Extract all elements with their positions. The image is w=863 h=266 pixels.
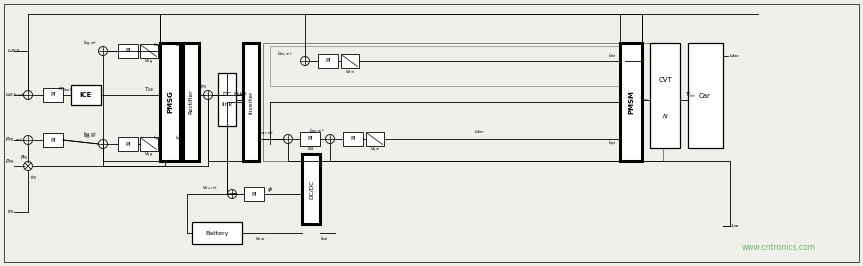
Text: PI: PI bbox=[307, 136, 312, 142]
Text: $v_{dg}$: $v_{dg}$ bbox=[144, 57, 154, 66]
Text: PI: PI bbox=[50, 138, 56, 143]
Text: $i_{qm}$: $i_{qm}$ bbox=[608, 139, 616, 149]
Text: Rectifier: Rectifier bbox=[188, 90, 193, 114]
Text: $u_{car}$: $u_{car}$ bbox=[729, 222, 740, 230]
Text: DC/DC: DC/DC bbox=[308, 179, 313, 199]
Bar bbox=[270, 46, 625, 86]
Text: $T_{lm}$: $T_{lm}$ bbox=[639, 95, 649, 105]
Bar bbox=[118, 44, 138, 58]
Text: $u_{car,ref}$: $u_{car,ref}$ bbox=[256, 129, 274, 137]
Bar bbox=[140, 137, 158, 151]
Text: $\dot{m}_{fuel}$: $\dot{m}_{fuel}$ bbox=[58, 84, 72, 94]
Text: Car: Car bbox=[699, 93, 711, 98]
Bar bbox=[160, 43, 180, 161]
Text: $i_{dg}$: $i_{dg}$ bbox=[154, 41, 161, 51]
Text: $i_{qg}$: $i_{qg}$ bbox=[154, 134, 161, 144]
Text: $i_{dm,ref}$: $i_{dm,ref}$ bbox=[277, 50, 293, 58]
Text: PI: PI bbox=[50, 93, 56, 98]
Bar bbox=[318, 54, 338, 68]
Text: $i_{dm}$: $i_{dm}$ bbox=[608, 52, 616, 60]
Text: $i_{PS}$: $i_{PS}$ bbox=[7, 207, 16, 217]
Text: $i_{bat}$: $i_{bat}$ bbox=[320, 235, 330, 243]
Bar bbox=[43, 88, 63, 102]
Text: $\omega_{ICE,ref}$: $\omega_{ICE,ref}$ bbox=[5, 92, 26, 99]
Text: $i_{qg,ref}$: $i_{qg,ref}$ bbox=[83, 130, 98, 140]
Text: $T_{ICE}$: $T_{ICE}$ bbox=[144, 86, 155, 94]
Bar bbox=[263, 43, 663, 161]
Bar bbox=[244, 187, 264, 201]
Text: N: N bbox=[663, 114, 667, 119]
Text: $P_{PS}$: $P_{PS}$ bbox=[20, 153, 29, 163]
Text: $v_{dc}$: $v_{dc}$ bbox=[239, 90, 249, 98]
Bar bbox=[650, 43, 680, 148]
Text: $i_{dg,ref}$: $i_{dg,ref}$ bbox=[84, 39, 98, 49]
Bar bbox=[366, 132, 384, 146]
Text: $P_{PS}$: $P_{PS}$ bbox=[5, 157, 15, 167]
Text: Battery: Battery bbox=[205, 231, 229, 235]
Text: $v_{bat}$: $v_{bat}$ bbox=[255, 235, 265, 243]
Text: PI: PI bbox=[251, 192, 257, 197]
Text: PI: PI bbox=[125, 142, 131, 147]
Bar bbox=[300, 132, 320, 146]
Text: Inverter: Inverter bbox=[249, 90, 254, 114]
Text: $\phi$: $\phi$ bbox=[267, 185, 273, 193]
Text: PI: PI bbox=[350, 136, 356, 142]
Text: $i_{dg}$: $i_{dg}$ bbox=[175, 41, 183, 51]
Text: link: link bbox=[222, 102, 233, 107]
Text: $i_{PS}$: $i_{PS}$ bbox=[30, 173, 37, 182]
Text: $v_{dc}$: $v_{dc}$ bbox=[236, 92, 245, 99]
Text: www.cntronics.com: www.cntronics.com bbox=[742, 243, 816, 252]
Bar bbox=[118, 137, 138, 151]
Bar bbox=[688, 43, 723, 148]
Text: $v_{qm}$: $v_{qm}$ bbox=[370, 146, 380, 155]
Bar bbox=[43, 133, 63, 147]
Text: $v_{dc,ref}$: $v_{dc,ref}$ bbox=[202, 184, 218, 192]
Bar bbox=[140, 44, 158, 58]
Bar bbox=[218, 73, 236, 126]
Bar bbox=[71, 85, 101, 105]
Bar bbox=[192, 222, 242, 244]
Text: $T'_{lm}$: $T'_{lm}$ bbox=[685, 90, 696, 99]
Text: PI: PI bbox=[125, 48, 131, 53]
Bar bbox=[343, 132, 363, 146]
Text: $i_{qg,ref}$: $i_{qg,ref}$ bbox=[84, 132, 98, 142]
Text: $\omega_{ICE}$: $\omega_{ICE}$ bbox=[7, 47, 21, 55]
Text: $i_{qm,ref}$: $i_{qm,ref}$ bbox=[309, 127, 325, 137]
Text: $i_{PL}$: $i_{PL}$ bbox=[234, 90, 241, 98]
Text: $\omega_{rm}$: $\omega_{rm}$ bbox=[475, 128, 486, 136]
Bar bbox=[341, 54, 359, 68]
Text: $P_{PS,ref}$: $P_{PS,ref}$ bbox=[5, 136, 22, 144]
Bar bbox=[302, 154, 320, 224]
Text: $\omega_{wc}$: $\omega_{wc}$ bbox=[729, 52, 740, 60]
Text: CVT: CVT bbox=[658, 77, 672, 83]
Bar bbox=[620, 43, 642, 161]
Text: DC: DC bbox=[223, 92, 231, 97]
Bar bbox=[183, 43, 199, 161]
Text: $i_{qg}$: $i_{qg}$ bbox=[175, 134, 183, 144]
Text: $i_{SS}$: $i_{SS}$ bbox=[307, 144, 315, 153]
Text: $v_{dm}$: $v_{dm}$ bbox=[345, 68, 355, 76]
Text: PMSM: PMSM bbox=[628, 90, 634, 114]
Bar bbox=[243, 43, 259, 161]
Text: $i_{PS}$: $i_{PS}$ bbox=[200, 82, 208, 92]
Text: ICE: ICE bbox=[79, 92, 92, 98]
Text: PI: PI bbox=[325, 59, 331, 64]
Text: PMSG: PMSG bbox=[167, 91, 173, 113]
Text: $v_{qg}$: $v_{qg}$ bbox=[144, 150, 154, 160]
